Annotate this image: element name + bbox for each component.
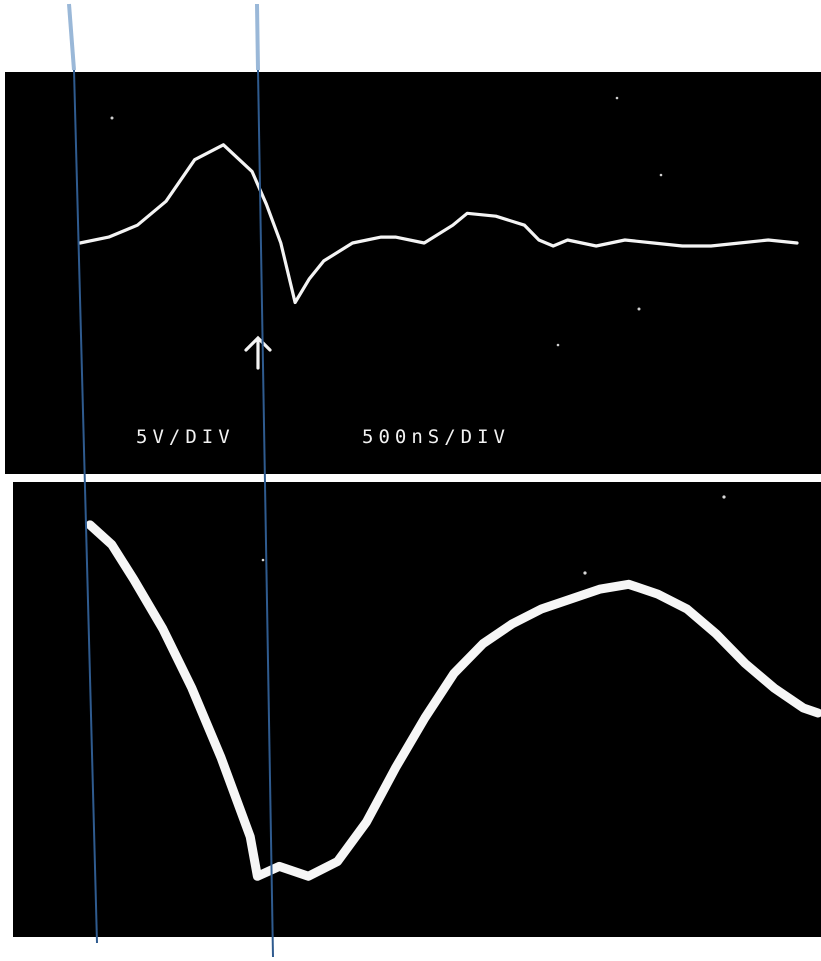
marker-line-right	[257, 69, 274, 958]
marker-line-right-top	[255, 3, 260, 71]
noise-dot	[637, 307, 641, 311]
noise-dot	[615, 96, 619, 100]
noise-dot	[261, 558, 265, 562]
trigger-arrow-icon	[244, 335, 272, 370]
noise-dot	[722, 495, 726, 499]
volts-per-div-label: 5V/DIV	[136, 426, 235, 448]
bottom-scope-trace	[85, 520, 821, 881]
marker-lines	[67, 3, 274, 958]
noise-dot	[659, 173, 663, 177]
noise-dot	[583, 571, 587, 575]
noise-dot	[110, 116, 114, 120]
top-scope-screen	[5, 72, 821, 474]
bottom-scope-noise-dots	[261, 495, 726, 575]
bottom-scope-screen	[13, 482, 821, 937]
time-per-div-label: 500nS/DIV	[362, 426, 510, 448]
top-scope-trace	[78, 143, 799, 305]
top-scope-panel	[5, 72, 821, 474]
marker-line-left-top	[67, 3, 76, 71]
bottom-scope-panel	[13, 482, 821, 937]
noise-dot	[556, 343, 560, 347]
marker-line-left	[73, 69, 98, 944]
top-scope-noise-dots	[110, 96, 663, 347]
